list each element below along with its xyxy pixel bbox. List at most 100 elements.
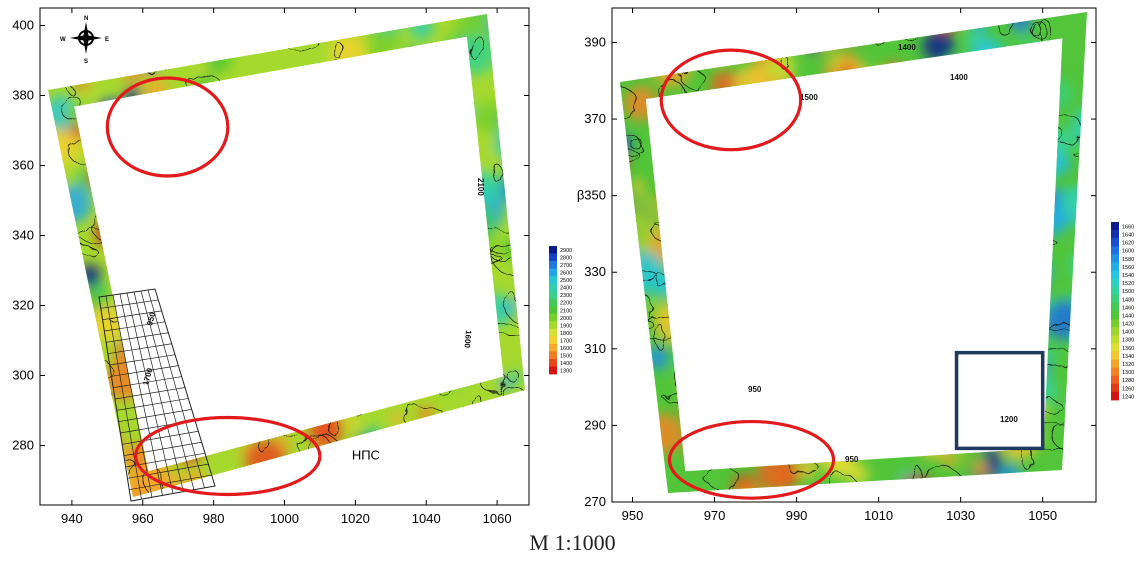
- grid-line-h: [118, 409, 192, 423]
- colorbar-label: 1520: [1122, 281, 1134, 287]
- field-blob: [510, 371, 523, 383]
- field-blob: [973, 462, 989, 478]
- x-tick-label: 1050: [1028, 508, 1057, 523]
- colorbar-label: 1360: [1122, 346, 1134, 352]
- colorbar-swatch: [549, 351, 557, 360]
- y-tick-label: 290: [584, 417, 606, 432]
- y-tick-label: 360: [12, 158, 34, 173]
- colorbar-label: 2400: [560, 286, 572, 292]
- contour-label: 2100: [476, 178, 485, 196]
- highlight-ellipse: [105, 76, 230, 178]
- field-blob: [631, 179, 645, 193]
- field-blob: [121, 470, 162, 497]
- colorbar-label: 2100: [560, 308, 572, 314]
- contour-line: [333, 41, 343, 59]
- colorbar-label: 2700: [560, 263, 572, 269]
- compass-rose-icon: N E S W: [60, 16, 109, 65]
- colorbar-swatch: [1111, 262, 1119, 271]
- colorbar-swatch: [549, 336, 557, 345]
- colorbar-swatch: [1111, 254, 1119, 263]
- highlight-ellipse: [659, 48, 803, 152]
- colorbar-swatch: [549, 276, 557, 285]
- y-tick-label: 270: [584, 494, 606, 509]
- grid-line-h: [113, 376, 182, 389]
- grid-line-h: [122, 430, 199, 445]
- colorbar-swatch: [1111, 367, 1119, 377]
- map-annotation: НПС: [352, 448, 380, 463]
- x-tick-label: 1060: [483, 511, 512, 526]
- colorbar-swatch: [1111, 246, 1119, 255]
- colorbar-label: 1280: [1122, 378, 1134, 384]
- contour-line: [469, 34, 484, 61]
- grid-line-h: [109, 354, 176, 366]
- colorbar-label: 1300: [1122, 370, 1134, 376]
- field-blob: [896, 463, 910, 477]
- colorbar-label: 2900: [560, 248, 572, 254]
- left-axis-ticks: 940 960 980 1000 1020 1040 1060 280 300 320 340 360…: [12, 8, 529, 526]
- y-tick-label: 330: [584, 264, 606, 279]
- field-blob: [942, 453, 956, 467]
- colorbar-swatch: [1111, 343, 1119, 352]
- colorbar-label: 1400: [1122, 330, 1134, 336]
- compass-label: E: [105, 37, 109, 43]
- right-highlights: [659, 48, 1045, 500]
- colorbar-swatch: [1111, 335, 1119, 344]
- colorbar-swatch: [1111, 222, 1119, 231]
- colorbar-swatch: [549, 306, 557, 315]
- colorbar-label: 1540: [1122, 273, 1134, 279]
- colorbar-swatch: [549, 298, 557, 307]
- left-highlights: [105, 76, 322, 497]
- x-tick-label: 1030: [946, 508, 975, 523]
- colorbar-label: 2500: [560, 278, 572, 284]
- colorbar-label: 1420: [1122, 322, 1134, 328]
- contour-line: [492, 164, 502, 182]
- colorbar-label: 2300: [560, 293, 572, 299]
- colorbar-label: 1600: [560, 346, 572, 352]
- y-tick-label: 310: [584, 341, 606, 356]
- colorbar-label: 1320: [1122, 362, 1134, 368]
- x-tick-label: 1000: [270, 511, 299, 526]
- colorbar-swatch: [1111, 278, 1119, 288]
- colorbar-swatch: [549, 366, 557, 375]
- highlight-ellipse: [667, 419, 836, 500]
- colorbar-label: 1440: [1122, 313, 1134, 319]
- colorbar-swatch: [549, 253, 557, 262]
- compass-label: S: [84, 59, 88, 65]
- colorbar-label: 1460: [1122, 305, 1134, 311]
- colorbar-swatch: [1111, 311, 1119, 320]
- x-tick-label: 990: [786, 508, 808, 523]
- left-contour-map: 2100 950 1600 1700 НПС 940 960 980 1000 1020 1040…: [12, 7, 572, 526]
- grid-line-h: [114, 387, 186, 400]
- y-tick-label: β350: [577, 188, 606, 203]
- y-tick-label: 390: [584, 34, 606, 49]
- colorbar-swatch: [1111, 294, 1119, 304]
- contour-label: 950: [145, 311, 157, 327]
- x-tick-label: 1010: [864, 508, 893, 523]
- contour-line: [507, 370, 520, 382]
- right-axis-ticks: 950 970 990 1010 1030 1050 270 290 310 330 β350 370…: [577, 8, 1096, 523]
- x-tick-label: 1040: [412, 511, 441, 526]
- y-tick-label: 380: [12, 88, 34, 103]
- colorbar-swatch: [1111, 230, 1119, 239]
- x-tick-label: 940: [61, 511, 83, 526]
- colorbar-swatch: [549, 328, 557, 337]
- contour-label: 950: [748, 385, 762, 394]
- colorbar-swatch: [1111, 359, 1119, 369]
- grid-line-h: [106, 332, 169, 343]
- colorbar-label: 1700: [560, 338, 572, 344]
- grid-line-h: [104, 321, 166, 332]
- colorbar-label: 1900: [560, 323, 572, 329]
- y-tick-label: 340: [12, 228, 34, 243]
- colorbar-swatch: [549, 313, 557, 322]
- contour-line: [654, 323, 664, 350]
- grid-line-h: [111, 365, 179, 377]
- colorbar-label: 1260: [1122, 386, 1134, 392]
- colorbar-swatch: [549, 321, 557, 330]
- scale-caption: М 1:1000: [529, 530, 616, 555]
- colorbar-label: 1340: [1122, 354, 1134, 360]
- colorbar-swatch: [1111, 351, 1119, 360]
- contour-label: 1500: [800, 93, 818, 102]
- x-tick-label: 980: [203, 511, 225, 526]
- colorbar-label: 1800: [560, 331, 572, 337]
